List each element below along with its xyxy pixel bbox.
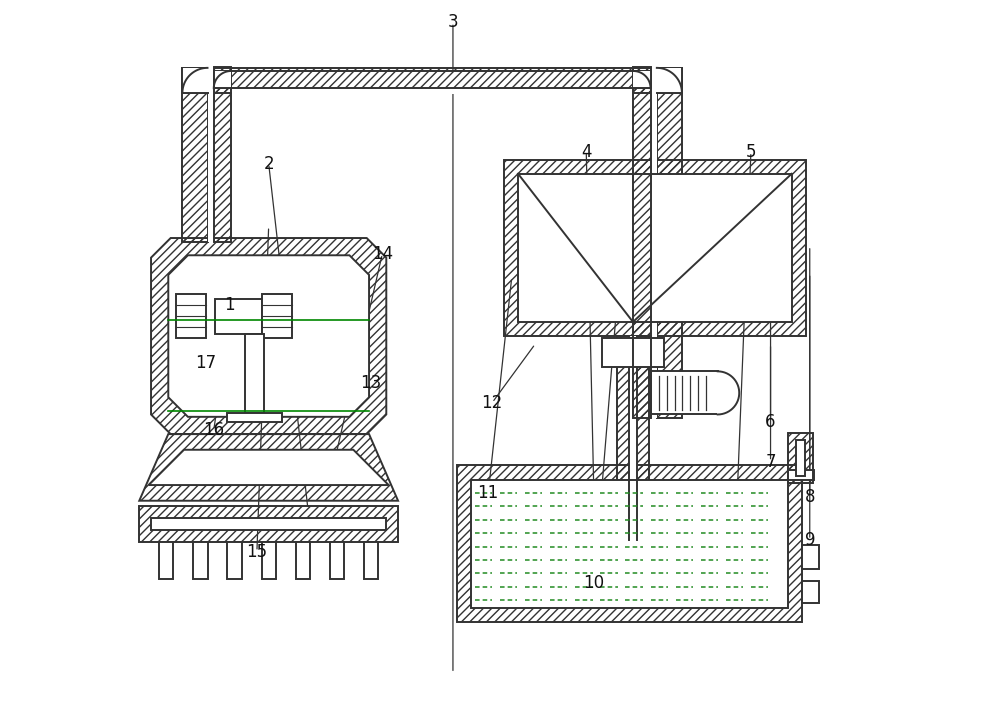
Text: 5: 5: [746, 142, 756, 161]
Polygon shape: [602, 337, 664, 367]
Text: 15: 15: [246, 542, 267, 561]
Text: 11: 11: [478, 484, 499, 502]
Text: 13: 13: [360, 374, 381, 392]
Text: 17: 17: [195, 355, 216, 372]
Polygon shape: [182, 68, 208, 93]
Polygon shape: [364, 542, 378, 579]
Polygon shape: [262, 542, 276, 579]
Polygon shape: [788, 470, 814, 480]
Polygon shape: [471, 480, 788, 608]
Polygon shape: [159, 542, 173, 579]
Polygon shape: [215, 300, 262, 334]
Text: 16: 16: [203, 421, 224, 439]
Polygon shape: [262, 294, 292, 338]
Text: 6: 6: [765, 414, 776, 431]
Polygon shape: [193, 542, 208, 579]
Text: 2: 2: [263, 155, 274, 172]
Text: 1: 1: [224, 296, 235, 313]
Polygon shape: [245, 334, 264, 413]
Text: 10: 10: [584, 574, 605, 592]
Text: 9: 9: [805, 531, 815, 549]
Polygon shape: [232, 71, 633, 94]
Polygon shape: [796, 441, 805, 475]
Text: 4: 4: [581, 142, 592, 161]
Text: 12: 12: [482, 394, 503, 411]
Polygon shape: [629, 336, 637, 540]
Polygon shape: [214, 71, 231, 88]
Polygon shape: [657, 68, 682, 93]
Polygon shape: [518, 174, 792, 322]
Polygon shape: [633, 71, 651, 88]
Text: 14: 14: [372, 245, 393, 262]
Polygon shape: [208, 60, 214, 242]
Polygon shape: [802, 545, 819, 569]
Polygon shape: [717, 371, 739, 414]
Polygon shape: [330, 542, 344, 579]
Polygon shape: [802, 581, 819, 603]
Polygon shape: [227, 413, 282, 422]
Polygon shape: [651, 371, 718, 414]
Polygon shape: [176, 294, 206, 338]
Text: 8: 8: [805, 488, 815, 506]
Polygon shape: [168, 255, 369, 417]
Polygon shape: [149, 450, 389, 485]
Text: 3: 3: [448, 13, 458, 31]
Polygon shape: [227, 542, 242, 579]
Polygon shape: [651, 60, 657, 419]
Polygon shape: [296, 542, 310, 579]
Polygon shape: [151, 518, 386, 530]
Text: 7: 7: [765, 452, 776, 470]
